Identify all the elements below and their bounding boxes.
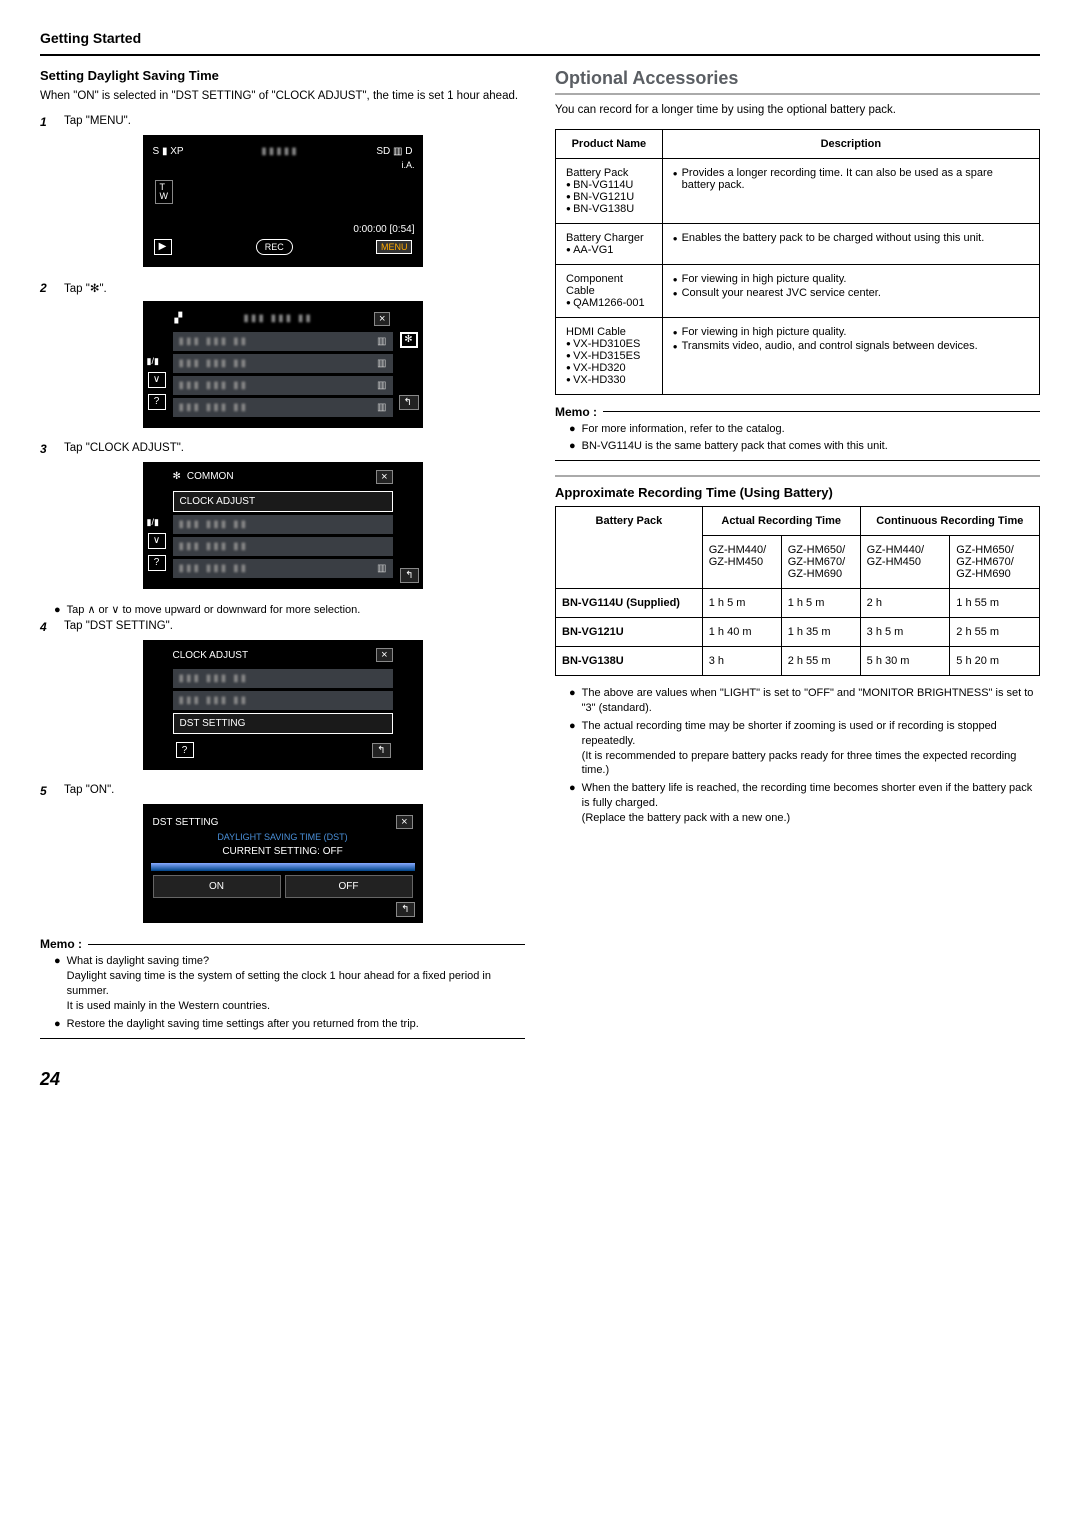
table-row: BN-VG121U 1 h 40 m 1 h 35 m 3 h 5 m 2 h …: [556, 618, 1040, 647]
dst-title: DST SETTING: [153, 817, 219, 828]
screen-menu: S ▮ XP ▮▮▮▮▮ SD ▥ D i.A. TW 0:00:00 [0:5…: [143, 135, 423, 267]
memo-bullet: ●For more information, refer to the cata…: [569, 422, 1040, 437]
common-title: COMMON: [187, 471, 234, 482]
note: ● When the battery life is reached, the …: [569, 781, 1040, 826]
screen-common: ✻ COMMON × CLOCK ADJUST ▮▮▮ ▮▮▮ ▮▮ ▮▮▮ ▮…: [143, 462, 423, 589]
memo-end: [40, 1038, 525, 1039]
list-item: ▮▮▮ ▮▮▮ ▮▮: [173, 537, 393, 556]
section-title: Getting Started: [40, 30, 1040, 46]
memo-bullet: ●BN-VG114U is the same battery pack that…: [569, 439, 1040, 454]
screen-dst-setting: DST SETTING × DAYLIGHT SAVING TIME (DST)…: [143, 804, 423, 923]
table-row: Battery Pack BN-VG114U BN-VG121U BN-VG13…: [556, 158, 1040, 223]
right-column: Optional Accessories You can record for …: [555, 68, 1040, 1039]
top-icons: S ▮ XP: [153, 146, 184, 157]
help-icon[interactable]: ?: [148, 394, 166, 410]
clock-adjust-title: CLOCK ADJUST: [173, 650, 249, 661]
down-icon[interactable]: ∨: [148, 372, 166, 388]
memo-end: [555, 460, 1040, 461]
back-icon[interactable]: ↰: [399, 395, 419, 410]
table-row: Battery Charger AA-VG1 Enables the batte…: [556, 223, 1040, 264]
sd-icons: SD ▥ D: [376, 146, 412, 157]
divider: [555, 93, 1040, 95]
opt-intro: You can record for a longer time by usin…: [555, 103, 1040, 119]
video-icon: ▞: [175, 313, 183, 324]
screen-settings: ▞ ▮▮▮ ▮▮▮ ▮▮ × ▮▮▮ ▮▮▮ ▮▮▥ ▮▮▮ ▮▮▮ ▮▮▥ ▮…: [143, 301, 423, 428]
dst-setting-item[interactable]: DST SETTING: [173, 713, 393, 734]
list-item: ▮▮▮ ▮▮▮ ▮▮▥: [173, 354, 393, 373]
step-1: 1 Tap "MENU".: [40, 115, 525, 129]
memo-bullet: ● Restore the daylight saving time setti…: [54, 1017, 525, 1032]
rec-heading: Approximate Recording Time (Using Batter…: [555, 485, 1040, 500]
play-icon: ▶: [154, 239, 172, 255]
memo-bullet: ● What is daylight saving time? Daylight…: [54, 954, 525, 1013]
mode-icon: ▮/▮: [147, 517, 167, 528]
gradient-bar: [151, 863, 415, 871]
table-row: BN-VG114U (Supplied) 1 h 5 m 1 h 5 m 2 h…: [556, 589, 1040, 618]
table-row: Component Cable QAM1266-001 For viewing …: [556, 264, 1040, 317]
ia-label: i.A.: [151, 160, 415, 170]
help-icon[interactable]: ?: [148, 555, 166, 571]
accessories-table: Product Name Description Battery Pack BN…: [555, 129, 1040, 395]
optional-accessories-title: Optional Accessories: [555, 68, 1040, 89]
step-3: 3 Tap "CLOCK ADJUST".: [40, 442, 525, 456]
on-button[interactable]: ON: [153, 875, 281, 898]
current-setting: CURRENT SETTING: OFF: [151, 842, 415, 861]
screen-clock-adjust: CLOCK ADJUST × ▮▮▮ ▮▮▮ ▮▮ ▮▮▮ ▮▮▮ ▮▮ DST…: [143, 640, 423, 770]
dst-intro: When "ON" is selected in "DST SETTING" o…: [40, 89, 525, 105]
page-number: 24: [40, 1069, 1040, 1090]
rec-button[interactable]: REC: [256, 239, 293, 255]
mode-icon: ▮/▮: [147, 356, 167, 367]
back-icon[interactable]: ↰: [400, 568, 418, 583]
close-icon[interactable]: ×: [374, 312, 390, 326]
memo-header: Memo :: [40, 937, 525, 951]
dst-subtitle: DAYLIGHT SAVING TIME (DST): [151, 832, 415, 842]
gear-icon[interactable]: ✻: [400, 332, 418, 348]
memo-header: Memo :: [555, 405, 1040, 419]
off-button[interactable]: OFF: [285, 875, 413, 898]
close-icon[interactable]: ×: [376, 470, 392, 484]
list-item: ▮▮▮ ▮▮▮ ▮▮: [173, 669, 393, 688]
time-label: 0:00:00 [0:54]: [151, 224, 415, 235]
table-row: BN-VG138U 3 h 2 h 55 m 5 h 30 m 5 h 20 m: [556, 647, 1040, 676]
list-item: ▮▮▮ ▮▮▮ ▮▮: [173, 515, 393, 534]
step-2: 2 Tap "✻".: [40, 281, 525, 295]
th-product: Product Name: [556, 129, 663, 158]
th-desc: Description: [662, 129, 1039, 158]
note: ●The above are values when "LIGHT" is se…: [569, 686, 1040, 716]
step3-note: ● Tap ∧ or ∨ to move upward or downward …: [54, 603, 525, 618]
step-5: 5 Tap "ON".: [40, 784, 525, 798]
divider: [40, 54, 1040, 56]
left-column: Setting Daylight Saving Time When "ON" i…: [40, 68, 525, 1039]
clock-adjust-item[interactable]: CLOCK ADJUST: [173, 491, 393, 512]
dst-heading: Setting Daylight Saving Time: [40, 68, 525, 83]
list-item: ▮▮▮ ▮▮▮ ▮▮▥: [173, 559, 393, 578]
blur-icon: ▮▮▮▮▮: [261, 146, 299, 157]
divider: [555, 475, 1040, 477]
close-icon[interactable]: ×: [396, 815, 412, 829]
close-icon[interactable]: ×: [376, 648, 392, 662]
list-item: ▮▮▮ ▮▮▮ ▮▮▥: [173, 332, 393, 351]
back-icon[interactable]: ↰: [372, 743, 390, 758]
tw-box: TW: [155, 180, 174, 204]
back-icon[interactable]: ↰: [396, 902, 414, 917]
list-item: ▮▮▮ ▮▮▮ ▮▮▥: [173, 398, 393, 417]
list-item: ▮▮▮ ▮▮▮ ▮▮: [173, 691, 393, 710]
recording-time-table: Battery Pack Actual Recording Time Conti…: [555, 506, 1040, 676]
menu-button[interactable]: MENU: [376, 240, 413, 254]
step-4: 4 Tap "DST SETTING".: [40, 620, 525, 634]
down-icon[interactable]: ∨: [148, 533, 166, 549]
gear-icon: ✻: [173, 471, 181, 482]
list-item: ▮▮▮ ▮▮▮ ▮▮▥: [173, 376, 393, 395]
note: ● The actual recording time may be short…: [569, 719, 1040, 778]
table-row: HDMI Cable VX-HD310ES VX-HD315ES VX-HD32…: [556, 317, 1040, 394]
help-icon[interactable]: ?: [176, 742, 194, 758]
